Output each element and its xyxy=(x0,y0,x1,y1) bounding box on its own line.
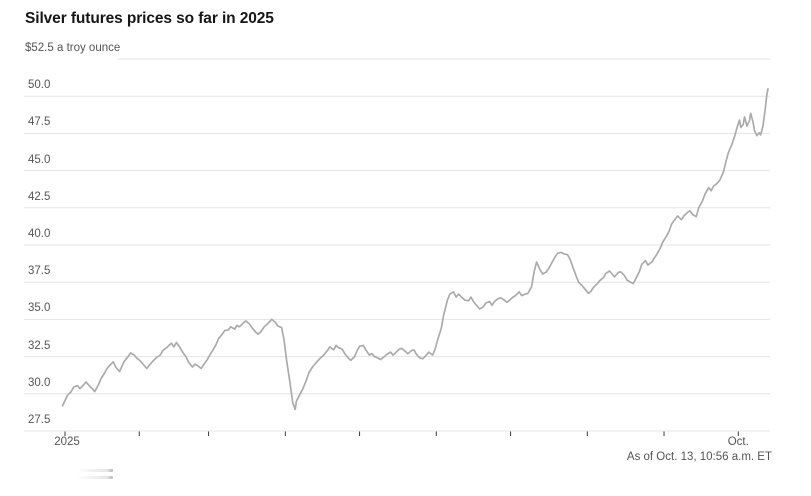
y-axis-tick-label: 45.0 xyxy=(28,153,51,166)
x-axis-end-label: Oct. xyxy=(727,436,749,448)
y-axis-tick-label: 37.5 xyxy=(28,265,51,278)
y-axis-tick-label: 42.5 xyxy=(28,190,51,203)
y-axis-tick-label: 27.5 xyxy=(28,414,51,426)
y-axis-tick-label: 30.0 xyxy=(28,376,51,389)
faded-watermark-artifact xyxy=(75,469,113,472)
y-axis-tick-label: 35.0 xyxy=(28,302,51,315)
y-axis-tick-label: 47.5 xyxy=(28,116,51,129)
x-axis-ticks xyxy=(64,431,739,436)
as-of-timestamp: As of Oct. 13, 10:56 a.m. ET xyxy=(626,451,772,463)
y-axis-unit-label: $52.5 a troy ounce xyxy=(25,42,121,54)
y-axis-tick-label: 32.5 xyxy=(28,339,51,352)
chart-title: Silver futures prices so far in 2025 xyxy=(25,10,274,27)
faded-watermark-artifact xyxy=(75,476,113,479)
y-axis-tick-label: 50.0 xyxy=(28,79,51,92)
gridlines xyxy=(24,58,770,432)
y-axis-tick-label: 40.0 xyxy=(28,228,51,240)
x-axis-year-label: 2025 xyxy=(54,436,80,448)
price-line xyxy=(61,87,769,411)
